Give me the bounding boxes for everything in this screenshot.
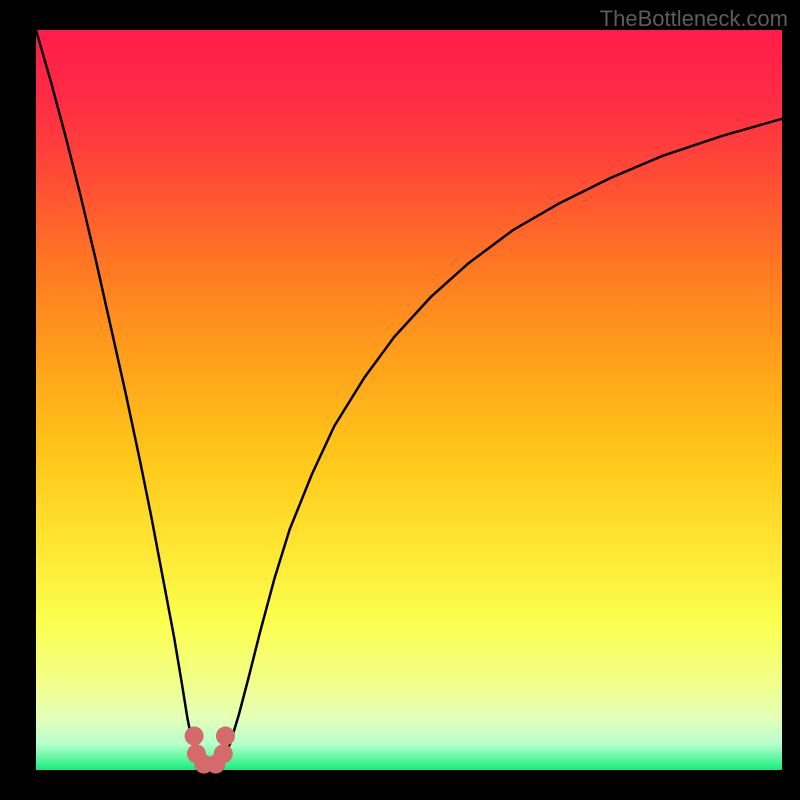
watermark-text: TheBottleneck.com	[600, 6, 788, 32]
chart-container: { "meta": { "watermark_text": "TheBottle…	[0, 0, 800, 800]
marker-dot	[216, 727, 234, 745]
marker-dot	[214, 745, 232, 763]
plot-background	[36, 30, 782, 770]
bottleneck-chart	[0, 0, 800, 800]
marker-dot	[185, 727, 203, 745]
